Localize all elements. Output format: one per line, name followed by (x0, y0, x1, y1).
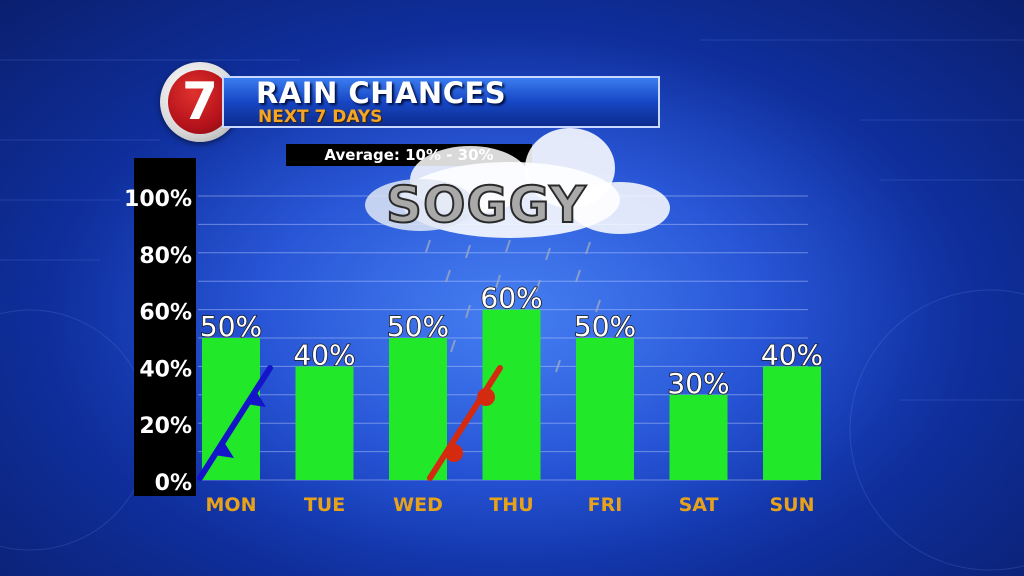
data-label: 50% (200, 310, 262, 343)
y-tick-label: 40% (139, 357, 192, 382)
x-tick-label: WED (393, 494, 443, 516)
data-label: 50% (387, 310, 449, 343)
y-tick-label: 60% (139, 301, 192, 326)
x-tick-label: SAT (679, 494, 719, 516)
logo-number: 7 (168, 70, 232, 134)
data-label: 50% (574, 310, 636, 343)
soggy-label: SOGGY (385, 175, 587, 235)
x-tick-label: SUN (769, 494, 814, 516)
data-label: 40% (293, 338, 355, 371)
y-tick-label: 20% (139, 414, 192, 439)
warm-front-icon (427, 365, 503, 481)
y-tick-label: 0% (155, 471, 192, 496)
data-label: 60% (480, 282, 542, 315)
x-tick-label: TUE (304, 494, 345, 516)
bar-fri (576, 338, 634, 480)
y-tick-labels: 0% 20% 40% 60% 80% 100% (124, 187, 192, 496)
y-tick-label: 100% (124, 187, 192, 212)
x-tick-labels: MON TUE WED THU FRI SAT SUN (206, 494, 815, 516)
bar-tue (295, 366, 354, 480)
rain-cloud-icon (365, 128, 670, 373)
x-tick-label: MON (206, 494, 257, 516)
bar-sun (763, 366, 821, 480)
data-label: 40% (761, 338, 823, 371)
x-tick-label: THU (489, 494, 533, 516)
chart-subtitle: NEXT 7 DAYS (258, 107, 383, 127)
y-tick-label: 80% (139, 244, 192, 269)
x-tick-label: FRI (588, 494, 623, 516)
y-axis-panel (134, 158, 196, 496)
station-logo: 7 (160, 62, 240, 142)
data-labels: 50% 40% 50% 60% 50% 30% 40% (199, 281, 824, 401)
data-label: 30% (667, 367, 729, 400)
title-banner (222, 76, 660, 128)
bar-sat (669, 394, 728, 480)
bar-wed (389, 338, 447, 480)
cold-front-icon (197, 365, 273, 481)
front-symbols (197, 365, 503, 481)
chart-title: RAIN CHANCES (256, 76, 507, 110)
